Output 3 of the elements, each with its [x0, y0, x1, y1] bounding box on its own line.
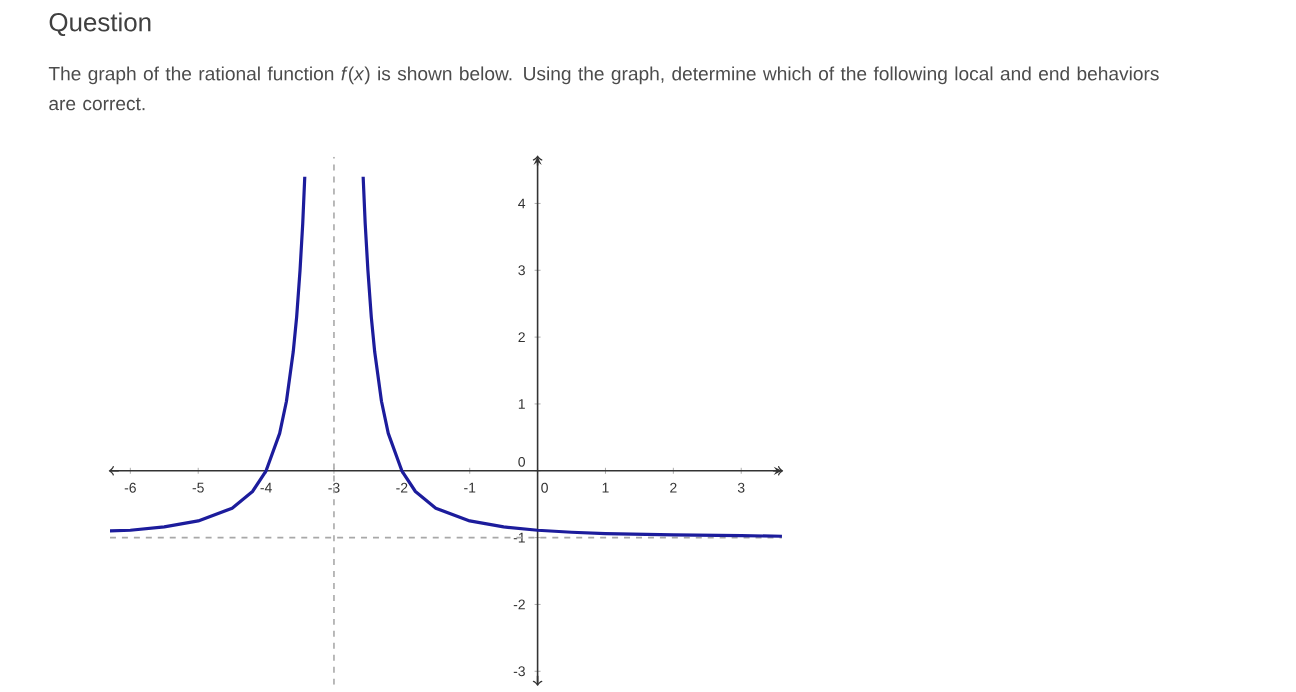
text: The graph of the rational function f(x) is shown below. Using the graph, determine which of the following local and end behaviors are correct.: [48, 66, 1159, 111]
line-series: [109, 175, 307, 533]
chart-title: Question: [49, 12, 151, 37]
